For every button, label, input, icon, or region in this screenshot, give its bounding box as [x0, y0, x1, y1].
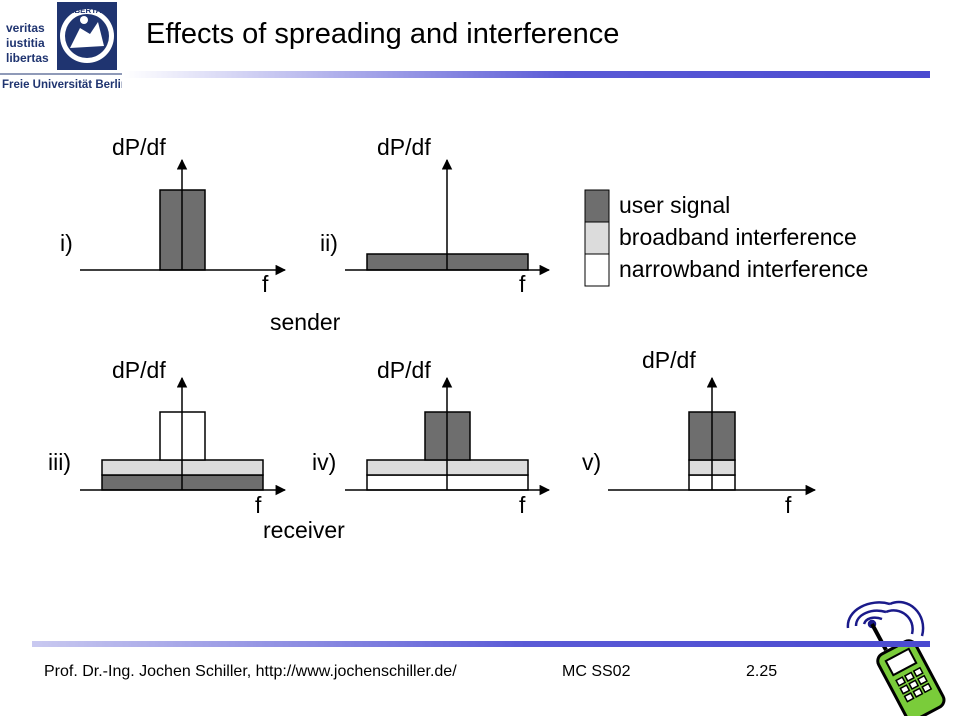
- footer-author: Prof. Dr.-Ing. Jochen Schiller, http://w…: [44, 663, 457, 680]
- footer-course: MC SS02: [562, 663, 631, 680]
- legend-label-narrowband: narrowband interference: [619, 256, 868, 282]
- logo-university-name: Freie Universität Berlin: [2, 79, 122, 91]
- title-divider: [124, 71, 930, 78]
- panel-i-y-label: dP/df: [112, 134, 166, 160]
- panel-ii-y-label: dP/df: [377, 134, 431, 160]
- panel-iii-y-label: dP/df: [112, 357, 166, 383]
- panel-v-label: v): [582, 449, 601, 475]
- logo-seal-text: LIBERTAS: [67, 6, 107, 15]
- panel-v-x-label: f: [785, 492, 792, 518]
- sender-label: sender: [270, 309, 341, 335]
- receiver-label: receiver: [263, 517, 345, 543]
- legend-label-broadband: broadband interference: [619, 224, 857, 250]
- panel-iv-x-label: f: [519, 492, 526, 518]
- panel-iii-x-label: f: [255, 492, 262, 518]
- panel-i-x-label: f: [262, 271, 269, 297]
- legend-label-user-signal: user signal: [619, 192, 730, 218]
- panel-i-label: i): [60, 230, 73, 256]
- panel-iii: dP/df f iii): [48, 357, 287, 518]
- legend-swatch-narrowband: [584, 253, 610, 287]
- legend: user signal broadband interference narro…: [584, 189, 868, 287]
- legend-swatch-user-signal: [584, 189, 610, 223]
- panel-v: dP/df f v): [582, 347, 817, 518]
- mobile-phone-clipart-icon: [846, 601, 946, 716]
- footer-page-number: 2.25: [746, 663, 778, 680]
- logo-line-3: libertas: [6, 51, 49, 65]
- panel-iv: dP/df f iv): [312, 357, 551, 518]
- panel-v-y-label: dP/df: [642, 347, 696, 373]
- logo-line-1: veritas: [6, 21, 45, 35]
- panel-ii: dP/df f ii): [320, 134, 551, 297]
- legend-swatch-broadband: [584, 221, 610, 255]
- panel-i: dP/df f i): [60, 134, 287, 297]
- panel-ii-x-label: f: [519, 271, 526, 297]
- panel-iv-label: iv): [312, 449, 336, 475]
- footer-divider: [32, 641, 930, 647]
- logo-line-2: iustitia: [6, 36, 45, 50]
- panel-ii-label: ii): [320, 230, 338, 256]
- panel-iv-y-label: dP/df: [377, 357, 431, 383]
- page-title: Effects of spreading and interference: [146, 18, 620, 50]
- panel-iii-label: iii): [48, 449, 71, 475]
- university-logo: veritas iustitia libertas LIBERTAS Freie…: [0, 0, 122, 92]
